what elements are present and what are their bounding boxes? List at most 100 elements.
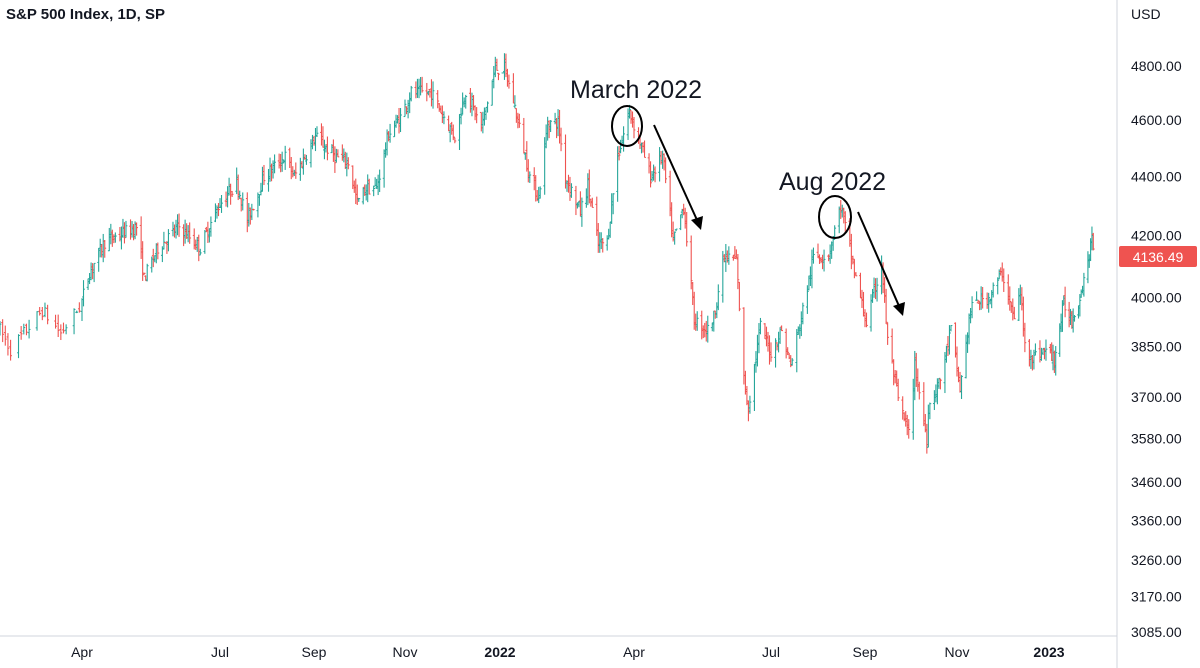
ohlc-bar <box>420 76 424 93</box>
time-tick-label: 2023 <box>1033 644 1064 660</box>
ohlc-bar <box>428 88 432 98</box>
price-tick-label: 3360.00 <box>1131 512 1182 528</box>
ohlc-bar <box>492 66 496 89</box>
time-tick-label: Jul <box>211 644 229 660</box>
ohlc-bar <box>748 395 752 414</box>
ohlc-bar <box>367 178 371 195</box>
annotation-arrow-line <box>653 124 698 221</box>
price-tick-label: 4600.00 <box>1131 112 1182 128</box>
price-tick-label: 4800.00 <box>1131 58 1182 74</box>
ohlc-bar <box>56 314 60 338</box>
ohlc-bar <box>54 314 57 329</box>
ohlc-bar <box>939 378 942 390</box>
ohlc-bar <box>716 284 720 311</box>
time-tick-label: Apr <box>623 644 645 660</box>
ohlc-bar <box>786 347 790 356</box>
ohlc-bar <box>801 302 805 325</box>
ohlc-bar <box>653 166 657 183</box>
ohlc-bar <box>315 126 319 137</box>
ohlc-bar <box>43 302 47 318</box>
ohlc-bar <box>538 186 542 199</box>
ohlc-bar <box>1054 346 1058 376</box>
ohlc-bar <box>333 146 337 173</box>
ohlc-bar <box>948 325 951 355</box>
ohlc-bar <box>273 154 276 174</box>
ohlc-bar <box>960 375 963 399</box>
time-tick-label: 2022 <box>484 644 515 660</box>
ohlc-bar <box>706 315 710 343</box>
ohlc-bar <box>38 306 42 316</box>
price-tick-label: 3580.00 <box>1131 431 1182 447</box>
price-tick-label: 3460.00 <box>1131 474 1182 490</box>
time-axis[interactable]: Apr Jul Sep Nov 2022 Apr Jul Sep Nov 2023 <box>71 644 1065 660</box>
ohlc-bar <box>886 322 890 345</box>
ohlc-bar <box>1063 286 1067 318</box>
ohlc-bar <box>450 121 454 135</box>
price-tick-label: 4000.00 <box>1131 290 1182 306</box>
ohlc-bar <box>378 169 382 193</box>
ohlc-bar <box>1002 268 1006 292</box>
ohlc-bar <box>142 272 146 275</box>
annotation-label: March 2022 <box>570 76 702 104</box>
annotation-arrow-line <box>857 211 900 307</box>
price-tick-label: 3700.00 <box>1131 389 1182 405</box>
ohlc-bar <box>62 322 65 334</box>
price-axis[interactable]: 4800.00 4600.00 4400.00 4200.00 4000.00 3850.… <box>1131 58 1182 640</box>
ohlc-bar <box>486 101 489 113</box>
ohlc-bar <box>481 111 485 134</box>
ohlc-bar <box>75 310 79 314</box>
ohlc-bar <box>736 254 740 290</box>
price-tick-label: 3850.00 <box>1131 338 1182 354</box>
ohlc-bar <box>346 157 350 170</box>
ohlc-bar <box>559 127 563 152</box>
price-tag-background <box>1119 246 1197 267</box>
ohlc-bar <box>522 117 526 154</box>
ohlc-bar <box>780 325 784 332</box>
ohlc-bar <box>198 248 202 256</box>
ohlc-bar <box>372 185 376 197</box>
ohlc-bar <box>177 213 181 237</box>
time-tick-label: Nov <box>945 644 970 660</box>
ohlc-bar <box>357 198 361 202</box>
ohlc-bar <box>436 90 440 109</box>
ohlc-bar <box>409 85 413 102</box>
ohlc-bar <box>27 319 31 339</box>
time-tick-label: Jul <box>762 644 780 660</box>
ohlc-bar <box>1012 306 1016 320</box>
chart-title: S&P 500 Index, 1D, SP <box>6 6 165 23</box>
ohlc-bar <box>643 140 646 158</box>
ohlc-bar <box>528 171 532 183</box>
ohlc-bar <box>135 222 138 236</box>
ohlc-bar <box>590 197 594 208</box>
ohlc-bar <box>673 231 677 245</box>
ohlc-bar <box>685 211 689 247</box>
ohlc-bar <box>483 107 486 126</box>
ohlc-bar <box>447 115 451 132</box>
ohlc-bar <box>283 145 287 170</box>
ohlc-bar <box>695 311 699 331</box>
ohlc-bar <box>9 339 12 361</box>
ohlc-bar <box>774 338 777 368</box>
ohlc-bar <box>403 99 407 118</box>
ohlc-bar <box>442 111 446 125</box>
arrow-head-icon <box>893 302 905 316</box>
currency-label: USD <box>1131 6 1161 22</box>
ohlc-bar <box>430 79 433 107</box>
ohlc-bar <box>981 286 985 309</box>
ohlc-bar <box>238 190 242 200</box>
ohlc-bar <box>1 319 5 343</box>
ohlc-bar <box>22 323 26 335</box>
ohlc-bar <box>459 107 463 125</box>
ohlc-bar <box>991 282 995 298</box>
ohlc-bar <box>336 149 340 158</box>
ohlc-bar <box>907 419 911 439</box>
ohlc-bar <box>854 272 858 277</box>
ohlc-bar <box>497 72 500 81</box>
ohlc-bar <box>3 325 7 346</box>
ohlc-bar <box>59 324 63 341</box>
ohlc-bar <box>890 328 894 364</box>
ohlc-bar <box>996 277 1000 295</box>
ohlc-bar <box>601 237 605 253</box>
ohlc-bar <box>928 402 932 420</box>
